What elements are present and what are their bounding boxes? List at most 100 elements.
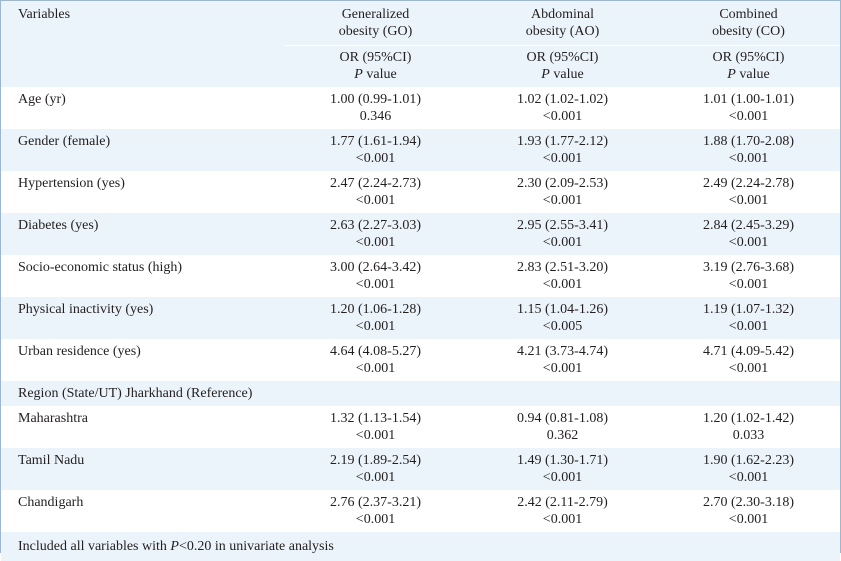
cell-co-or: 1.19 (1.07-1.32) xyxy=(703,302,794,317)
cell-co-p: <0.001 xyxy=(728,277,769,292)
table-row: Physical inactivity (yes) 1.20 (1.06-1.28… xyxy=(1,297,840,339)
row-label: Hypertension (yes) xyxy=(1,171,283,213)
subheader-row: OR (95%CI) P value OR (95%CI) P value OR… xyxy=(1,45,840,87)
cell-co-p: <0.001 xyxy=(728,193,769,208)
region-rows: Maharashtra 1.32 (1.13-1.54) <0.001 0.94 (0… xyxy=(1,406,840,532)
cell-go-p: <0.001 xyxy=(355,193,396,208)
header-ao: Abdominal obesity (AO) xyxy=(468,1,657,46)
cell-ao-or: 4.21 (3.73-4.74) xyxy=(517,344,608,359)
subheader-ao: OR (95%CI) P value xyxy=(468,45,657,87)
cell-co-or: 1.01 (1.00-1.01) xyxy=(703,92,794,107)
cell-co: 2.49 (2.24-2.78) <0.001 xyxy=(657,171,840,213)
cell-ao: 2.95 (2.55-3.41) <0.001 xyxy=(468,213,657,255)
table-row: Socio-economic status (high) 3.00 (2.64-3… xyxy=(1,255,840,297)
cell-ao-p: <0.001 xyxy=(542,277,583,292)
row-label: Physical inactivity (yes) xyxy=(1,297,283,339)
main-rows: Age (yr) 1.00 (0.99-1.01) 0.346 1.02 (1.02-… xyxy=(1,87,840,381)
cell-ao: 1.02 (1.02-1.02) <0.001 xyxy=(468,87,657,129)
row-label: Chandigarh xyxy=(1,490,283,532)
cell-ao-or: 2.95 (2.55-3.41) xyxy=(517,218,608,233)
cell-co: 1.01 (1.00-1.01) <0.001 xyxy=(657,87,840,129)
cell-go-p: <0.001 xyxy=(355,512,396,527)
cell-co-p: <0.001 xyxy=(728,361,769,376)
header-go: Generalized obesity (GO) xyxy=(283,1,468,46)
header-go-line1: Generalized xyxy=(341,7,410,22)
cell-go-or: 2.19 (1.89-2.54) xyxy=(330,453,421,468)
cell-co-p: <0.001 xyxy=(728,512,769,527)
cell-co-or: 4.71 (4.09-5.42) xyxy=(703,344,794,359)
cell-co-or: 1.88 (1.70-2.08) xyxy=(703,134,794,149)
header-row: Variables Generalized obesity (GO) Abdom… xyxy=(1,1,840,46)
table-row: Hypertension (yes) 2.47 (2.24-2.73) <0.001… xyxy=(1,171,840,213)
header-variables-label: Variables xyxy=(18,7,71,22)
cell-co: 2.70 (2.30-3.18) <0.001 xyxy=(657,490,840,532)
cell-ao-or: 1.93 (1.77-2.12) xyxy=(517,134,608,149)
cell-ao: 1.15 (1.04-1.26) <0.005 xyxy=(468,297,657,339)
row-label: Gender (female) xyxy=(1,129,283,171)
cell-ao-p: <0.001 xyxy=(542,151,583,166)
cell-go: 1.00 (0.99-1.01) 0.346 xyxy=(283,87,468,129)
row-label: Socio-economic status (high) xyxy=(1,255,283,297)
cell-go-p: <0.001 xyxy=(355,361,396,376)
header-go-line2: obesity (GO) xyxy=(338,24,413,39)
cell-ao-p: <0.001 xyxy=(542,109,583,124)
cell-go: 2.76 (2.37-3.21) <0.001 xyxy=(283,490,468,532)
cell-go-or: 1.32 (1.13-1.54) xyxy=(330,411,421,426)
cell-go-p: 0.346 xyxy=(359,109,392,124)
subheader-co: OR (95%CI) P value xyxy=(657,45,840,87)
header-ao-line2: obesity (AO) xyxy=(525,24,600,39)
cell-go-or: 1.20 (1.06-1.28) xyxy=(330,302,421,317)
cell-go-or: 4.64 (4.08-5.27) xyxy=(330,344,421,359)
region-header-row: Region (State/UT) Jharkhand (Reference) xyxy=(1,381,840,406)
cell-ao-or: 2.42 (2.11-2.79) xyxy=(517,495,608,510)
header-ao-line1: Abdominal xyxy=(531,7,594,22)
cell-ao: 0.94 (0.81-1.08) 0.362 xyxy=(468,406,657,448)
cell-co: 1.88 (1.70-2.08) <0.001 xyxy=(657,129,840,171)
cell-go: 1.32 (1.13-1.54) <0.001 xyxy=(283,406,468,448)
cell-ao-p: <0.005 xyxy=(542,319,583,334)
row-label: Diabetes (yes) xyxy=(1,213,283,255)
region-header: Region (State/UT) Jharkhand (Reference) xyxy=(1,381,840,406)
cell-ao-or: 2.83 (2.51-3.20) xyxy=(517,260,608,275)
cell-ao-p: <0.001 xyxy=(542,235,583,250)
footnote-row: Included all variables with P<0.20 in un… xyxy=(1,532,840,561)
subheader-go-p: P value xyxy=(354,67,397,82)
cell-ao: 2.83 (2.51-3.20) <0.001 xyxy=(468,255,657,297)
cell-ao: 1.93 (1.77-2.12) <0.001 xyxy=(468,129,657,171)
cell-go-or: 3.00 (2.64-3.42) xyxy=(330,260,421,275)
subheader-go-or: OR (95%CI) xyxy=(339,50,412,65)
cell-go-p: <0.001 xyxy=(355,319,396,334)
cell-go-or: 2.47 (2.24-2.73) xyxy=(330,176,421,191)
cell-ao-or: 1.49 (1.30-1.71) xyxy=(517,453,608,468)
subheader-ao-or: OR (95%CI) xyxy=(526,50,599,65)
table-row: Chandigarh 2.76 (2.37-3.21) <0.001 2.42 (2.… xyxy=(1,490,840,532)
cell-ao-or: 1.15 (1.04-1.26) xyxy=(517,302,608,317)
cell-co-or: 2.49 (2.24-2.78) xyxy=(703,176,794,191)
table-row: Diabetes (yes) 2.63 (2.27-3.03) <0.001 2.95… xyxy=(1,213,840,255)
table-row: Tamil Nadu 2.19 (1.89-2.54) <0.001 1.49 (1.… xyxy=(1,448,840,490)
row-label: Maharashtra xyxy=(1,406,283,448)
cell-go: 1.20 (1.06-1.28) <0.001 xyxy=(283,297,468,339)
subheader-ao-p: P value xyxy=(541,67,584,82)
subheader-go: OR (95%CI) P value xyxy=(283,45,468,87)
cell-go: 1.77 (1.61-1.94) <0.001 xyxy=(283,129,468,171)
cell-co-p: <0.001 xyxy=(728,470,769,485)
cell-co-p: <0.001 xyxy=(728,151,769,166)
header-co-line1: Combined xyxy=(719,7,778,22)
cell-go-p: <0.001 xyxy=(355,470,396,485)
cell-go-or: 2.76 (2.37-3.21) xyxy=(330,495,421,510)
cell-co: 1.20 (1.02-1.42) 0.033 xyxy=(657,406,840,448)
row-label: Age (yr) xyxy=(1,87,283,129)
cell-ao-or: 2.30 (2.09-2.53) xyxy=(517,176,608,191)
cell-co-or: 2.70 (2.30-3.18) xyxy=(703,495,794,510)
cell-ao-or: 1.02 (1.02-1.02) xyxy=(517,92,608,107)
cell-ao-p: <0.001 xyxy=(542,470,583,485)
subheader-co-or: OR (95%CI) xyxy=(712,50,785,65)
header-variables: Variables xyxy=(1,1,283,46)
footnote: Included all variables with P<0.20 in un… xyxy=(1,532,840,561)
cell-co-or: 1.90 (1.62-2.23) xyxy=(703,453,794,468)
cell-go: 2.47 (2.24-2.73) <0.001 xyxy=(283,171,468,213)
cell-go-p: <0.001 xyxy=(355,235,396,250)
